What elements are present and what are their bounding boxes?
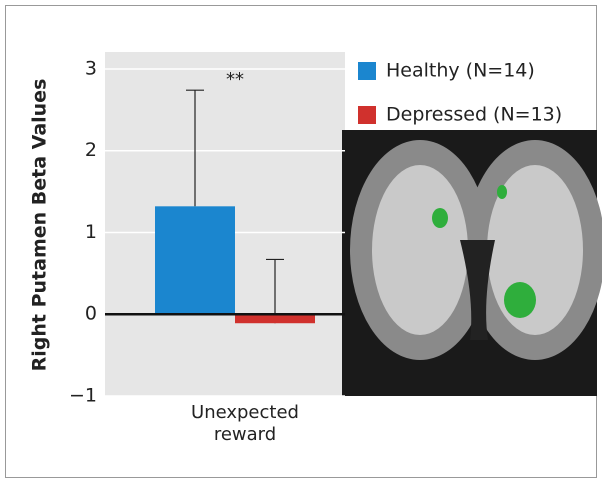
annotation: ** xyxy=(226,69,244,90)
y-tick-label: 2 xyxy=(85,139,97,161)
y-tick-label: 3 xyxy=(85,57,97,79)
y-tick-label: 0 xyxy=(85,303,97,325)
bar xyxy=(155,206,235,314)
brain-image xyxy=(342,130,602,396)
legend-label: Healthy (N=14) xyxy=(386,60,535,82)
y-tick-label: 1 xyxy=(85,221,97,243)
y-axis-label: Right Putamen Beta Values xyxy=(29,79,51,372)
legend-label: Depressed (N=13) xyxy=(386,104,562,126)
page: {"chart_data": {"type": "bar", "y_label"… xyxy=(0,0,602,484)
bar xyxy=(235,314,315,323)
legend-swatch xyxy=(358,106,376,124)
legend-swatch xyxy=(358,62,376,80)
x-tick-label: Unexpected reward xyxy=(165,402,325,446)
y-tick-label: −1 xyxy=(69,385,97,407)
